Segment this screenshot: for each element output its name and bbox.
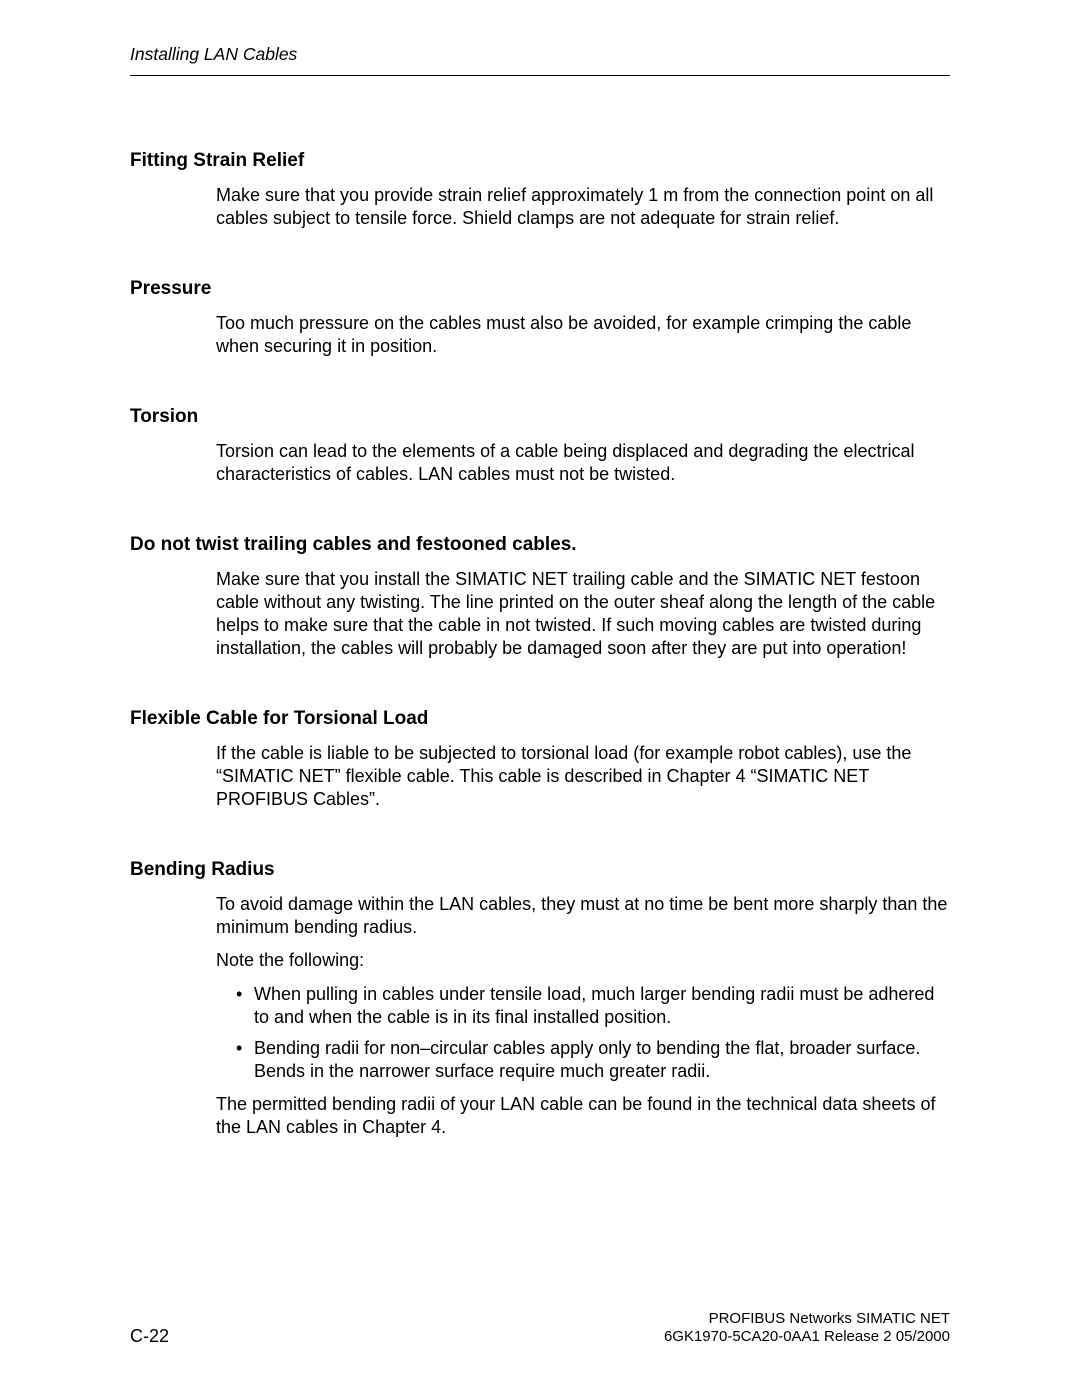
paragraph: Torsion can lead to the elements of a ca… — [216, 440, 950, 486]
page-number: C-22 — [130, 1326, 169, 1347]
doc-info-line: PROFIBUS Networks SIMATIC NET — [664, 1310, 950, 1329]
section-flexible-cable: Flexible Cable for Torsional Load If the… — [130, 708, 950, 811]
bullet-list: When pulling in cables under tensile loa… — [216, 983, 950, 1083]
paragraph: Make sure that you provide strain relief… — [216, 184, 950, 230]
section-bending-radius: Bending Radius To avoid damage within th… — [130, 859, 950, 1138]
doc-info: PROFIBUS Networks SIMATIC NET 6GK1970-5C… — [664, 1310, 950, 1348]
section-title: Fitting Strain Relief — [130, 150, 950, 172]
section-body: To avoid damage within the LAN cables, t… — [216, 893, 950, 1138]
page-container: Installing LAN Cables Fitting Strain Rel… — [0, 0, 1080, 1397]
list-item: Bending radii for non–circular cables ap… — [236, 1037, 950, 1083]
content-area: Fitting Strain Relief Make sure that you… — [130, 76, 950, 1139]
paragraph: To avoid damage within the LAN cables, t… — [216, 893, 950, 939]
paragraph: The permitted bending radii of your LAN … — [216, 1093, 950, 1139]
paragraph: Too much pressure on the cables must als… — [216, 312, 950, 358]
section-fitting-strain-relief: Fitting Strain Relief Make sure that you… — [130, 150, 950, 230]
page-footer: C-22 PROFIBUS Networks SIMATIC NET 6GK19… — [130, 1310, 950, 1348]
running-head: Installing LAN Cables — [130, 44, 950, 65]
section-body: Make sure that you install the SIMATIC N… — [216, 568, 950, 660]
section-body: Too much pressure on the cables must als… — [216, 312, 950, 358]
paragraph: If the cable is liable to be subjected t… — [216, 742, 950, 811]
section-do-not-twist: Do not twist trailing cables and festoon… — [130, 534, 950, 660]
section-title: Pressure — [130, 278, 950, 300]
paragraph: Make sure that you install the SIMATIC N… — [216, 568, 950, 660]
section-torsion: Torsion Torsion can lead to the elements… — [130, 406, 950, 486]
section-body: Torsion can lead to the elements of a ca… — [216, 440, 950, 486]
section-title: Bending Radius — [130, 859, 950, 881]
section-body: If the cable is liable to be subjected t… — [216, 742, 950, 811]
section-title: Do not twist trailing cables and festoon… — [130, 534, 950, 556]
doc-info-line: 6GK1970-5CA20-0AA1 Release 2 05/2000 — [664, 1328, 950, 1347]
list-item: When pulling in cables under tensile loa… — [236, 983, 950, 1029]
section-body: Make sure that you provide strain relief… — [216, 184, 950, 230]
section-title: Torsion — [130, 406, 950, 428]
section-pressure: Pressure Too much pressure on the cables… — [130, 278, 950, 358]
paragraph: Note the following: — [216, 949, 950, 972]
section-title: Flexible Cable for Torsional Load — [130, 708, 950, 730]
